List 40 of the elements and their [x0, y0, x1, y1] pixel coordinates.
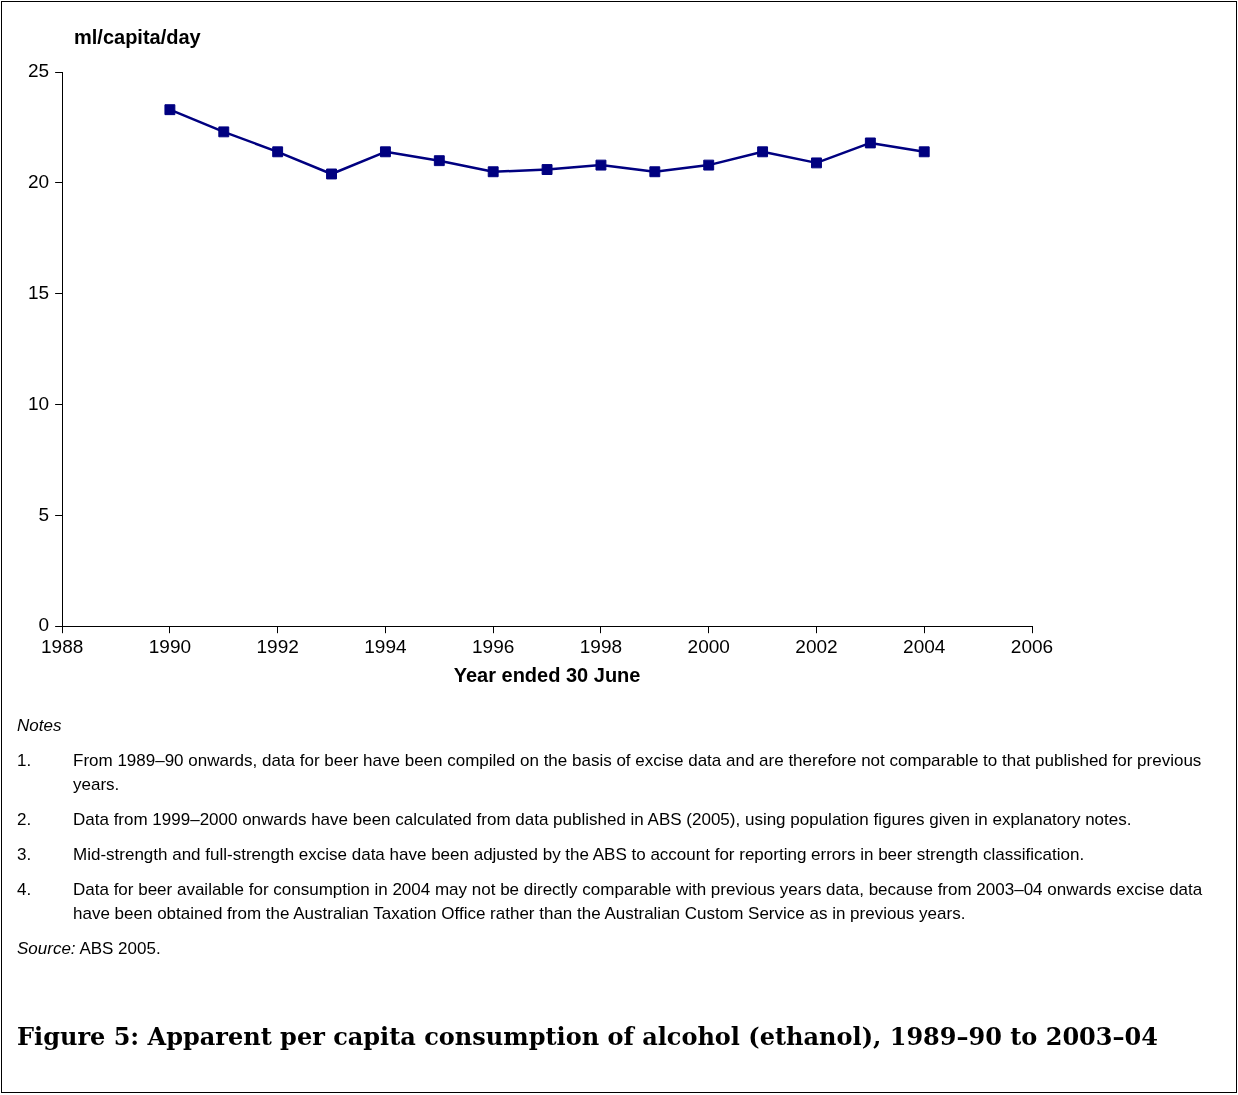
- y-tick-label: 10: [27, 392, 50, 414]
- point: [164, 104, 176, 116]
- point: [757, 146, 769, 158]
- y-tick-label: 5: [38, 503, 50, 525]
- text: Notes: [17, 715, 62, 737]
- point: [218, 126, 230, 138]
- text: 2. Data from 1999–2000 onwards have been calculated from data published in ABS (2005), using population figures given in explanatory notes.: [17, 810, 1132, 829]
- point: [595, 159, 607, 171]
- x-tick-label: 2006: [1010, 635, 1054, 657]
- point: [272, 146, 284, 158]
- x-tick-label: 1998: [579, 635, 623, 657]
- x-tick-label: 1996: [472, 635, 515, 657]
- point: [379, 146, 391, 158]
- point: [541, 164, 553, 175]
- x-tick-label: 1988: [40, 635, 84, 657]
- source-note: Source: ABS 2005.: [17, 938, 161, 960]
- point: [487, 166, 499, 178]
- point: [649, 166, 661, 178]
- point: [811, 157, 822, 169]
- point: [326, 168, 337, 180]
- y-tick-label: 25: [27, 60, 50, 82]
- x-tick-label: 2004: [903, 635, 946, 657]
- text: 3. Mid-strength and full-strength excise data have been adjusted by the ABS to account for reporting errors in beer strength classification.: [17, 845, 1085, 864]
- x-tick-label: 1992: [256, 635, 299, 657]
- point: [918, 146, 930, 158]
- y-tick-label: 20: [27, 171, 50, 193]
- x-tick-label: 1990: [148, 635, 192, 657]
- x-tick-label: 2002: [795, 635, 838, 657]
- point: [864, 137, 876, 149]
- text: Figure 5: Apparent per capita consumption of alcohol (ethanol), 1989–90 to 2003–04: [17, 1022, 1158, 1051]
- point: [703, 159, 715, 171]
- x-axis-title: Year ended 30 June: [453, 663, 641, 686]
- y-tick-label: 15: [27, 281, 50, 303]
- text: 4. Data for beer available for consumption in 2004 may not be directly comparable with previous years data, because from 2003–04 onwards excise data have been obtained from the Australian Taxation Office rather than the Australian Custom Service as in previous years.: [17, 880, 1203, 923]
- x-tick-label: 1994: [364, 635, 407, 657]
- y-tick-label: 0: [38, 614, 50, 636]
- x-tick-label: 2000: [687, 635, 730, 657]
- point: [433, 155, 445, 167]
- text: 1. From 1989–90 onwards, data for beer have been compiled on the basis of excise data and are therefore not comparable to that published for previous years.: [17, 751, 1202, 794]
- y-axis-title: ml/capita/day: [74, 26, 201, 49]
